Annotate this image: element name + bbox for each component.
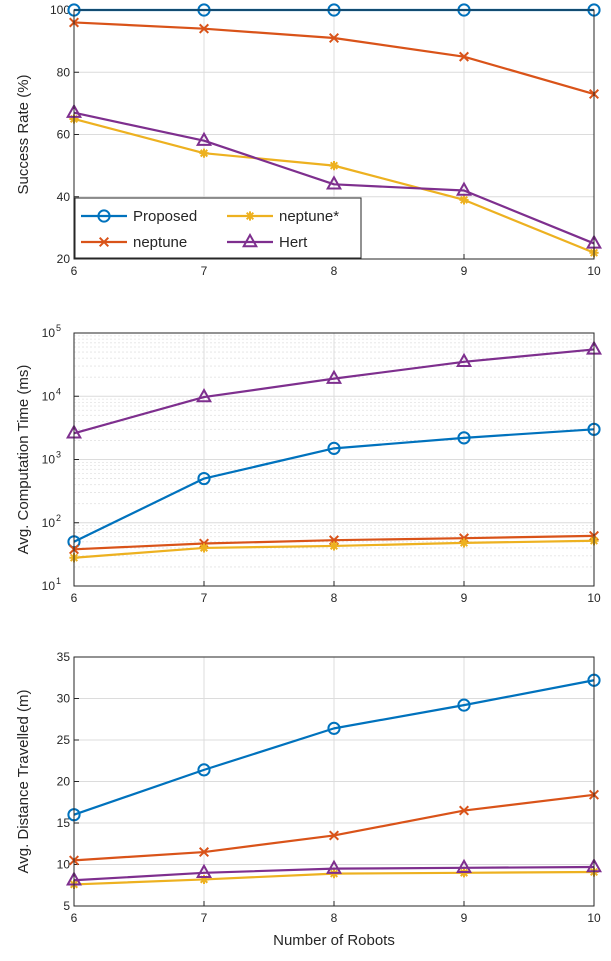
data-point-neptune bbox=[458, 51, 470, 62]
data-point-neptune bbox=[199, 148, 209, 158]
x-tick-label: 6 bbox=[71, 911, 78, 925]
data-point-hert bbox=[325, 859, 343, 874]
y-tick-exponent: 4 bbox=[56, 386, 61, 396]
y-tick-label: 10 bbox=[42, 516, 56, 530]
x-tick-label: 8 bbox=[331, 591, 338, 605]
data-point-hert bbox=[455, 352, 473, 368]
x-tick-label: 8 bbox=[331, 911, 338, 925]
data-point-hert bbox=[455, 858, 473, 874]
legend-label-proposed: Proposed bbox=[133, 208, 197, 225]
data-point-neptune bbox=[458, 805, 470, 816]
data-point-neptune bbox=[198, 23, 210, 34]
x-tick-label: 9 bbox=[461, 591, 468, 605]
y-axis-label: Avg. Distance Travelled (m) bbox=[15, 690, 32, 874]
y-tick-label: 35 bbox=[57, 650, 71, 664]
data-point-proposed bbox=[457, 698, 471, 712]
data-point-neptune bbox=[199, 874, 209, 885]
y-tick-exponent: 1 bbox=[56, 576, 61, 586]
x-tick-label: 9 bbox=[461, 264, 468, 278]
legend-label-neptune: neptune* bbox=[279, 208, 339, 225]
legend-label-neptune: neptune bbox=[133, 234, 187, 251]
legend-marker-proposed bbox=[97, 209, 111, 223]
series-line-hert bbox=[73, 348, 595, 435]
x-tick-label: 10 bbox=[587, 911, 601, 925]
data-point-neptune bbox=[198, 847, 210, 858]
y-tick-label: 15 bbox=[57, 816, 71, 830]
data-point-neptune bbox=[329, 541, 339, 551]
x-tick-label: 10 bbox=[587, 591, 601, 605]
axes-frame bbox=[73, 9, 595, 260]
y-tick-label: 25 bbox=[57, 733, 71, 747]
data-point-neptune bbox=[329, 161, 339, 171]
x-tick-label: 6 bbox=[71, 264, 78, 278]
y-tick-exponent: 3 bbox=[56, 450, 61, 460]
x-tick-label: 7 bbox=[201, 264, 208, 278]
data-point-proposed bbox=[197, 763, 211, 777]
legend-label-hert: Hert bbox=[279, 234, 308, 251]
y-tick-label: 20 bbox=[57, 252, 71, 266]
data-point-proposed bbox=[327, 441, 341, 455]
y-axis-label: Avg. Computation Time (ms) bbox=[15, 365, 32, 555]
y-tick-label: 100 bbox=[50, 3, 70, 17]
data-point-hert bbox=[455, 181, 473, 196]
y-tick-exponent: 2 bbox=[56, 513, 61, 523]
data-point-neptune bbox=[459, 538, 469, 548]
distance-travelled-chart: 6 7 8 9 10 5 10 15 20 25 30 35 Avg. Distance Travell… bbox=[15, 650, 603, 949]
legend-marker-hert bbox=[241, 232, 259, 248]
data-point-proposed bbox=[457, 431, 471, 445]
series-line-hert bbox=[73, 865, 595, 882]
y-tick-label: 5 bbox=[63, 899, 70, 913]
y-axis-label: Success Rate (%) bbox=[15, 74, 32, 194]
series-line-proposed bbox=[73, 679, 595, 816]
y-tick-label: 40 bbox=[57, 190, 71, 204]
success-rate-chart: 6 7 8 9 10 20 40 60 80 100 Success Rate (%) Propose… bbox=[15, 3, 603, 278]
y-tick-label: 10 bbox=[42, 453, 56, 467]
y-tick-exponent: 5 bbox=[56, 323, 61, 333]
legend-marker-neptune bbox=[245, 211, 255, 221]
x-tick-label: 7 bbox=[201, 911, 208, 925]
y-tick-label: 10 bbox=[57, 858, 71, 872]
axes-frame bbox=[73, 656, 595, 907]
data-point-neptune bbox=[459, 195, 469, 205]
data-point-hert bbox=[195, 388, 213, 403]
x-tick-label: 7 bbox=[201, 591, 208, 605]
data-point-proposed bbox=[197, 471, 211, 486]
data-point-neptune bbox=[199, 543, 209, 553]
data-point-neptune bbox=[328, 830, 340, 841]
x-tick-label: 9 bbox=[461, 911, 468, 925]
data-point-hert bbox=[325, 369, 343, 384]
y-tick-label: 10 bbox=[42, 326, 56, 340]
series-line-proposed bbox=[73, 428, 595, 543]
series-line-hert bbox=[73, 111, 595, 245]
data-point-hert bbox=[195, 863, 213, 878]
legend-box bbox=[74, 197, 362, 259]
data-point-neptune bbox=[328, 33, 340, 44]
x-tick-label: 8 bbox=[331, 264, 338, 278]
y-tick-label: 30 bbox=[57, 692, 71, 706]
legend: Proposed neptune* neptune Hert bbox=[74, 197, 362, 259]
y-tick-label: 10 bbox=[42, 579, 56, 593]
y-tick-label: 60 bbox=[57, 128, 71, 142]
y-tick-label: 80 bbox=[57, 65, 71, 79]
legend-marker-neptune bbox=[98, 236, 110, 248]
x-tick-label: 6 bbox=[71, 591, 78, 605]
data-point-hert bbox=[325, 175, 343, 190]
x-axis-label: Number of Robots bbox=[273, 932, 395, 949]
data-point-proposed bbox=[327, 721, 341, 735]
y-tick-label: 10 bbox=[42, 389, 56, 403]
axes-frame bbox=[73, 332, 595, 587]
data-point-hert bbox=[195, 131, 213, 146]
x-tick-label: 10 bbox=[587, 264, 601, 278]
y-tick-label: 20 bbox=[57, 775, 71, 789]
